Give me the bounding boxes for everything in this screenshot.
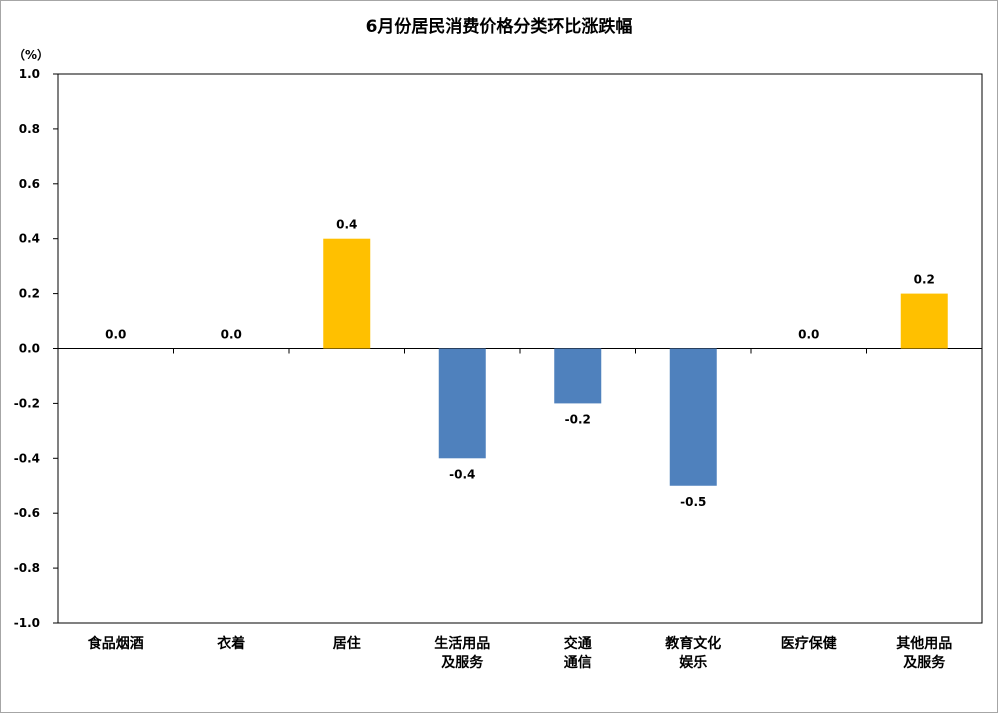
- category-label: 食品烟酒: [88, 635, 144, 652]
- data-label: 0.4: [336, 218, 357, 232]
- data-label: -0.4: [449, 467, 475, 481]
- category-label-line: 及服务: [441, 654, 484, 671]
- bar: [669, 348, 717, 486]
- category-label-line: 生活用品: [434, 635, 490, 652]
- category-label-line: 其他用品: [896, 635, 952, 652]
- category-label: 教育文化娱乐: [665, 635, 721, 671]
- y-tick-label: 0.2: [19, 287, 40, 301]
- bar: [323, 238, 371, 349]
- category-label-line: 居住: [333, 635, 361, 652]
- category-label-line: 通信: [564, 654, 592, 671]
- y-tick-label: 0.6: [19, 177, 40, 191]
- bar: [554, 348, 602, 404]
- category-label: 交通通信: [564, 635, 592, 671]
- bar: [438, 348, 486, 459]
- category-label: 居住: [333, 635, 361, 652]
- y-tick-label: 0.4: [19, 232, 40, 246]
- y-tick-label: 0.0: [19, 342, 40, 356]
- y-tick-label: -0.6: [14, 506, 40, 520]
- category-label-line: 及服务: [903, 654, 946, 671]
- category-label-line: 教育文化: [665, 635, 721, 652]
- chart-title: 6月份居民消费价格分类环比涨跌幅: [366, 16, 633, 37]
- category-label: 医疗保健: [781, 635, 837, 652]
- category-label: 衣着: [217, 635, 245, 652]
- y-tick-label: 1.0: [19, 67, 40, 81]
- category-label-line: 娱乐: [679, 654, 707, 671]
- data-label: 0.0: [221, 328, 242, 342]
- plot-area: -1.0 -0.8 -0.6 -0.4 -0.2 0.0 0.2 0.4 0.6 0.8 1.0 0.…: [14, 67, 983, 671]
- data-label: -0.5: [680, 495, 706, 509]
- category-label-line: 医疗保健: [781, 635, 837, 652]
- data-label: 0.0: [105, 328, 126, 342]
- category-label-line: 食品烟酒: [88, 635, 144, 652]
- category-label-line: 衣着: [217, 635, 245, 652]
- bar: [900, 293, 948, 349]
- category-label: 生活用品及服务: [434, 635, 490, 671]
- y-tick-label: -0.2: [14, 396, 40, 410]
- y-tick-label: -0.4: [14, 451, 40, 465]
- data-label: -0.2: [565, 412, 591, 426]
- y-tick-label: 0.8: [19, 122, 40, 136]
- data-label: 0.0: [798, 328, 819, 342]
- y-tick-label: -1.0: [14, 616, 40, 630]
- y-tick-label: -0.8: [14, 561, 40, 575]
- y-axis-unit-label: （%）: [13, 47, 49, 62]
- category-label: 其他用品及服务: [896, 635, 952, 671]
- category-label-line: 交通: [564, 635, 592, 652]
- data-label: 0.2: [914, 273, 935, 287]
